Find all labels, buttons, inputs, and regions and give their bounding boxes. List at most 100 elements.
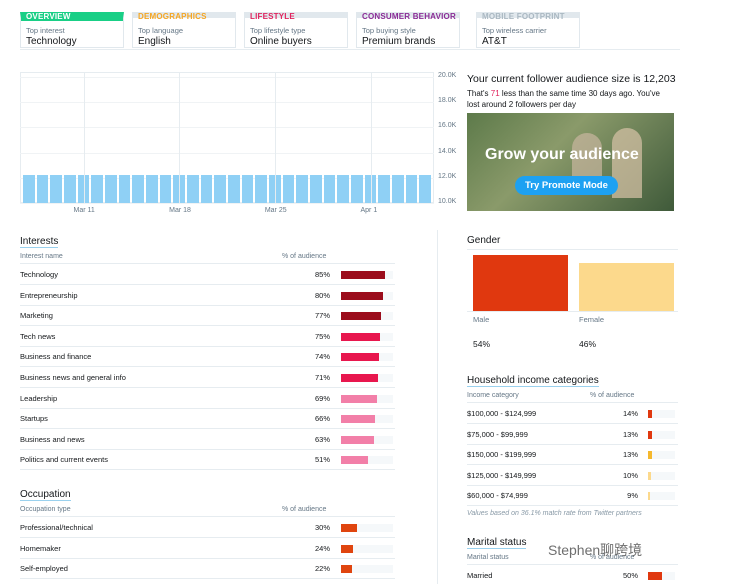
bar — [341, 435, 374, 444]
bar — [341, 544, 354, 553]
row-value: 13% — [622, 429, 638, 439]
row-label: Business and finance — [20, 352, 92, 362]
bar — [341, 524, 357, 532]
promo-button[interactable]: Try Promote Mode — [515, 176, 618, 195]
y-tick-label: 16.0K — [438, 122, 457, 130]
row-rule — [467, 423, 678, 424]
bar — [405, 175, 418, 203]
bar — [50, 174, 62, 203]
row-label: Entrepreneurship — [20, 290, 78, 300]
row-label: $60,000 - $74,999 — [467, 491, 528, 501]
gender-value: 46% — [579, 339, 597, 349]
grid-line — [20, 177, 434, 179]
tab-value: Online buyers — [250, 36, 312, 47]
tab[interactable]: DEMOGRAPHICS Top language English — [132, 12, 236, 48]
audience-detail: That's 71 less than the same time 30 day… — [467, 88, 672, 110]
tab[interactable]: LIFESTYLE Top lifestyle type Online buyers — [244, 12, 348, 48]
row-rule — [20, 387, 395, 388]
row-label: Technology — [20, 270, 58, 279]
bar-track — [648, 492, 675, 501]
bar — [341, 456, 368, 465]
x-tick-label: Mar 25 — [264, 207, 287, 214]
bar — [341, 332, 380, 341]
header-rule — [20, 516, 395, 517]
bar — [282, 175, 295, 203]
row-value: 13% — [622, 450, 638, 460]
row-rule — [467, 443, 678, 445]
bar — [648, 410, 652, 418]
bar — [341, 415, 376, 424]
bar — [105, 174, 117, 203]
column-value: % of audience — [282, 253, 327, 260]
y-tick-label: 20.0K — [438, 72, 457, 79]
row-rule — [20, 345, 395, 347]
bar-track — [341, 524, 393, 532]
tab[interactable]: OVERVIEW Top interest Technology — [20, 12, 124, 48]
row-rule — [467, 505, 678, 507]
y-tick-label: 18.0K — [438, 97, 457, 105]
row-label: Business news and general info — [20, 373, 126, 382]
row-rule — [20, 304, 395, 306]
gender-label: Male — [473, 315, 490, 324]
row-value: 9% — [627, 491, 638, 501]
column-divider — [437, 230, 438, 584]
row-rule — [20, 578, 395, 580]
bar — [64, 174, 76, 203]
row-label: Married — [467, 571, 493, 580]
row-value: 71% — [314, 373, 330, 382]
bar — [341, 312, 382, 321]
tab-value: AT&T — [482, 36, 507, 47]
row-label: Tech news — [20, 331, 56, 341]
bar — [341, 565, 353, 574]
audience-headline: Your current follower audience size is 1… — [467, 73, 676, 85]
tab-title: MOBILE FOOTPRINT — [482, 12, 565, 21]
row-value: 10% — [622, 470, 638, 480]
column-label: Income category — [467, 392, 519, 399]
bar-track — [648, 430, 675, 439]
bar-track — [648, 572, 675, 580]
tab-title: OVERVIEW — [21, 12, 123, 21]
tab-value: Technology — [26, 36, 77, 47]
bar — [296, 175, 308, 203]
row-value: 50% — [622, 571, 638, 580]
bar — [648, 471, 651, 480]
x-tick-label: Mar 11 — [73, 207, 95, 214]
bar — [241, 175, 254, 203]
bar — [341, 394, 377, 403]
bar — [648, 451, 652, 460]
column-label: Marital status — [467, 554, 509, 561]
tab[interactable]: MOBILE FOOTPRINT Top wireless carrier AT&T — [476, 12, 580, 48]
tab-value: Premium brands — [362, 36, 436, 47]
grid-line — [20, 152, 434, 154]
row-value: 77% — [314, 311, 330, 321]
bar — [351, 175, 363, 203]
row-value: 66% — [314, 414, 330, 424]
bar — [392, 175, 404, 203]
bar — [310, 175, 322, 203]
row-value: 30% — [314, 523, 330, 532]
row-label: Politics and current events — [20, 455, 108, 465]
row-label: Business and news — [20, 434, 85, 444]
tab[interactable]: CONSUMER BEHAVIOR Top buying style Premium… — [356, 12, 460, 48]
header-rule — [20, 263, 395, 264]
bar — [159, 174, 172, 203]
bar — [146, 174, 158, 203]
header-rule — [467, 564, 678, 565]
x-grid-line — [179, 72, 181, 203]
detail-text: 71 — [490, 89, 500, 98]
bar — [648, 430, 652, 439]
bar — [91, 174, 103, 203]
row-label: $75,000 - $99,999 — [467, 429, 528, 439]
bar — [364, 175, 377, 203]
tab-title: DEMOGRAPHICS — [138, 12, 207, 21]
grid-line — [20, 77, 434, 78]
row-rule — [20, 448, 395, 450]
row-rule — [467, 484, 678, 486]
detail-text: That's — [467, 89, 491, 98]
bar-track — [648, 471, 675, 480]
bar-track — [648, 410, 675, 418]
column-value: % of audience — [282, 506, 327, 513]
tab-title: LIFESTYLE — [250, 12, 295, 21]
row-value: 69% — [314, 393, 330, 403]
